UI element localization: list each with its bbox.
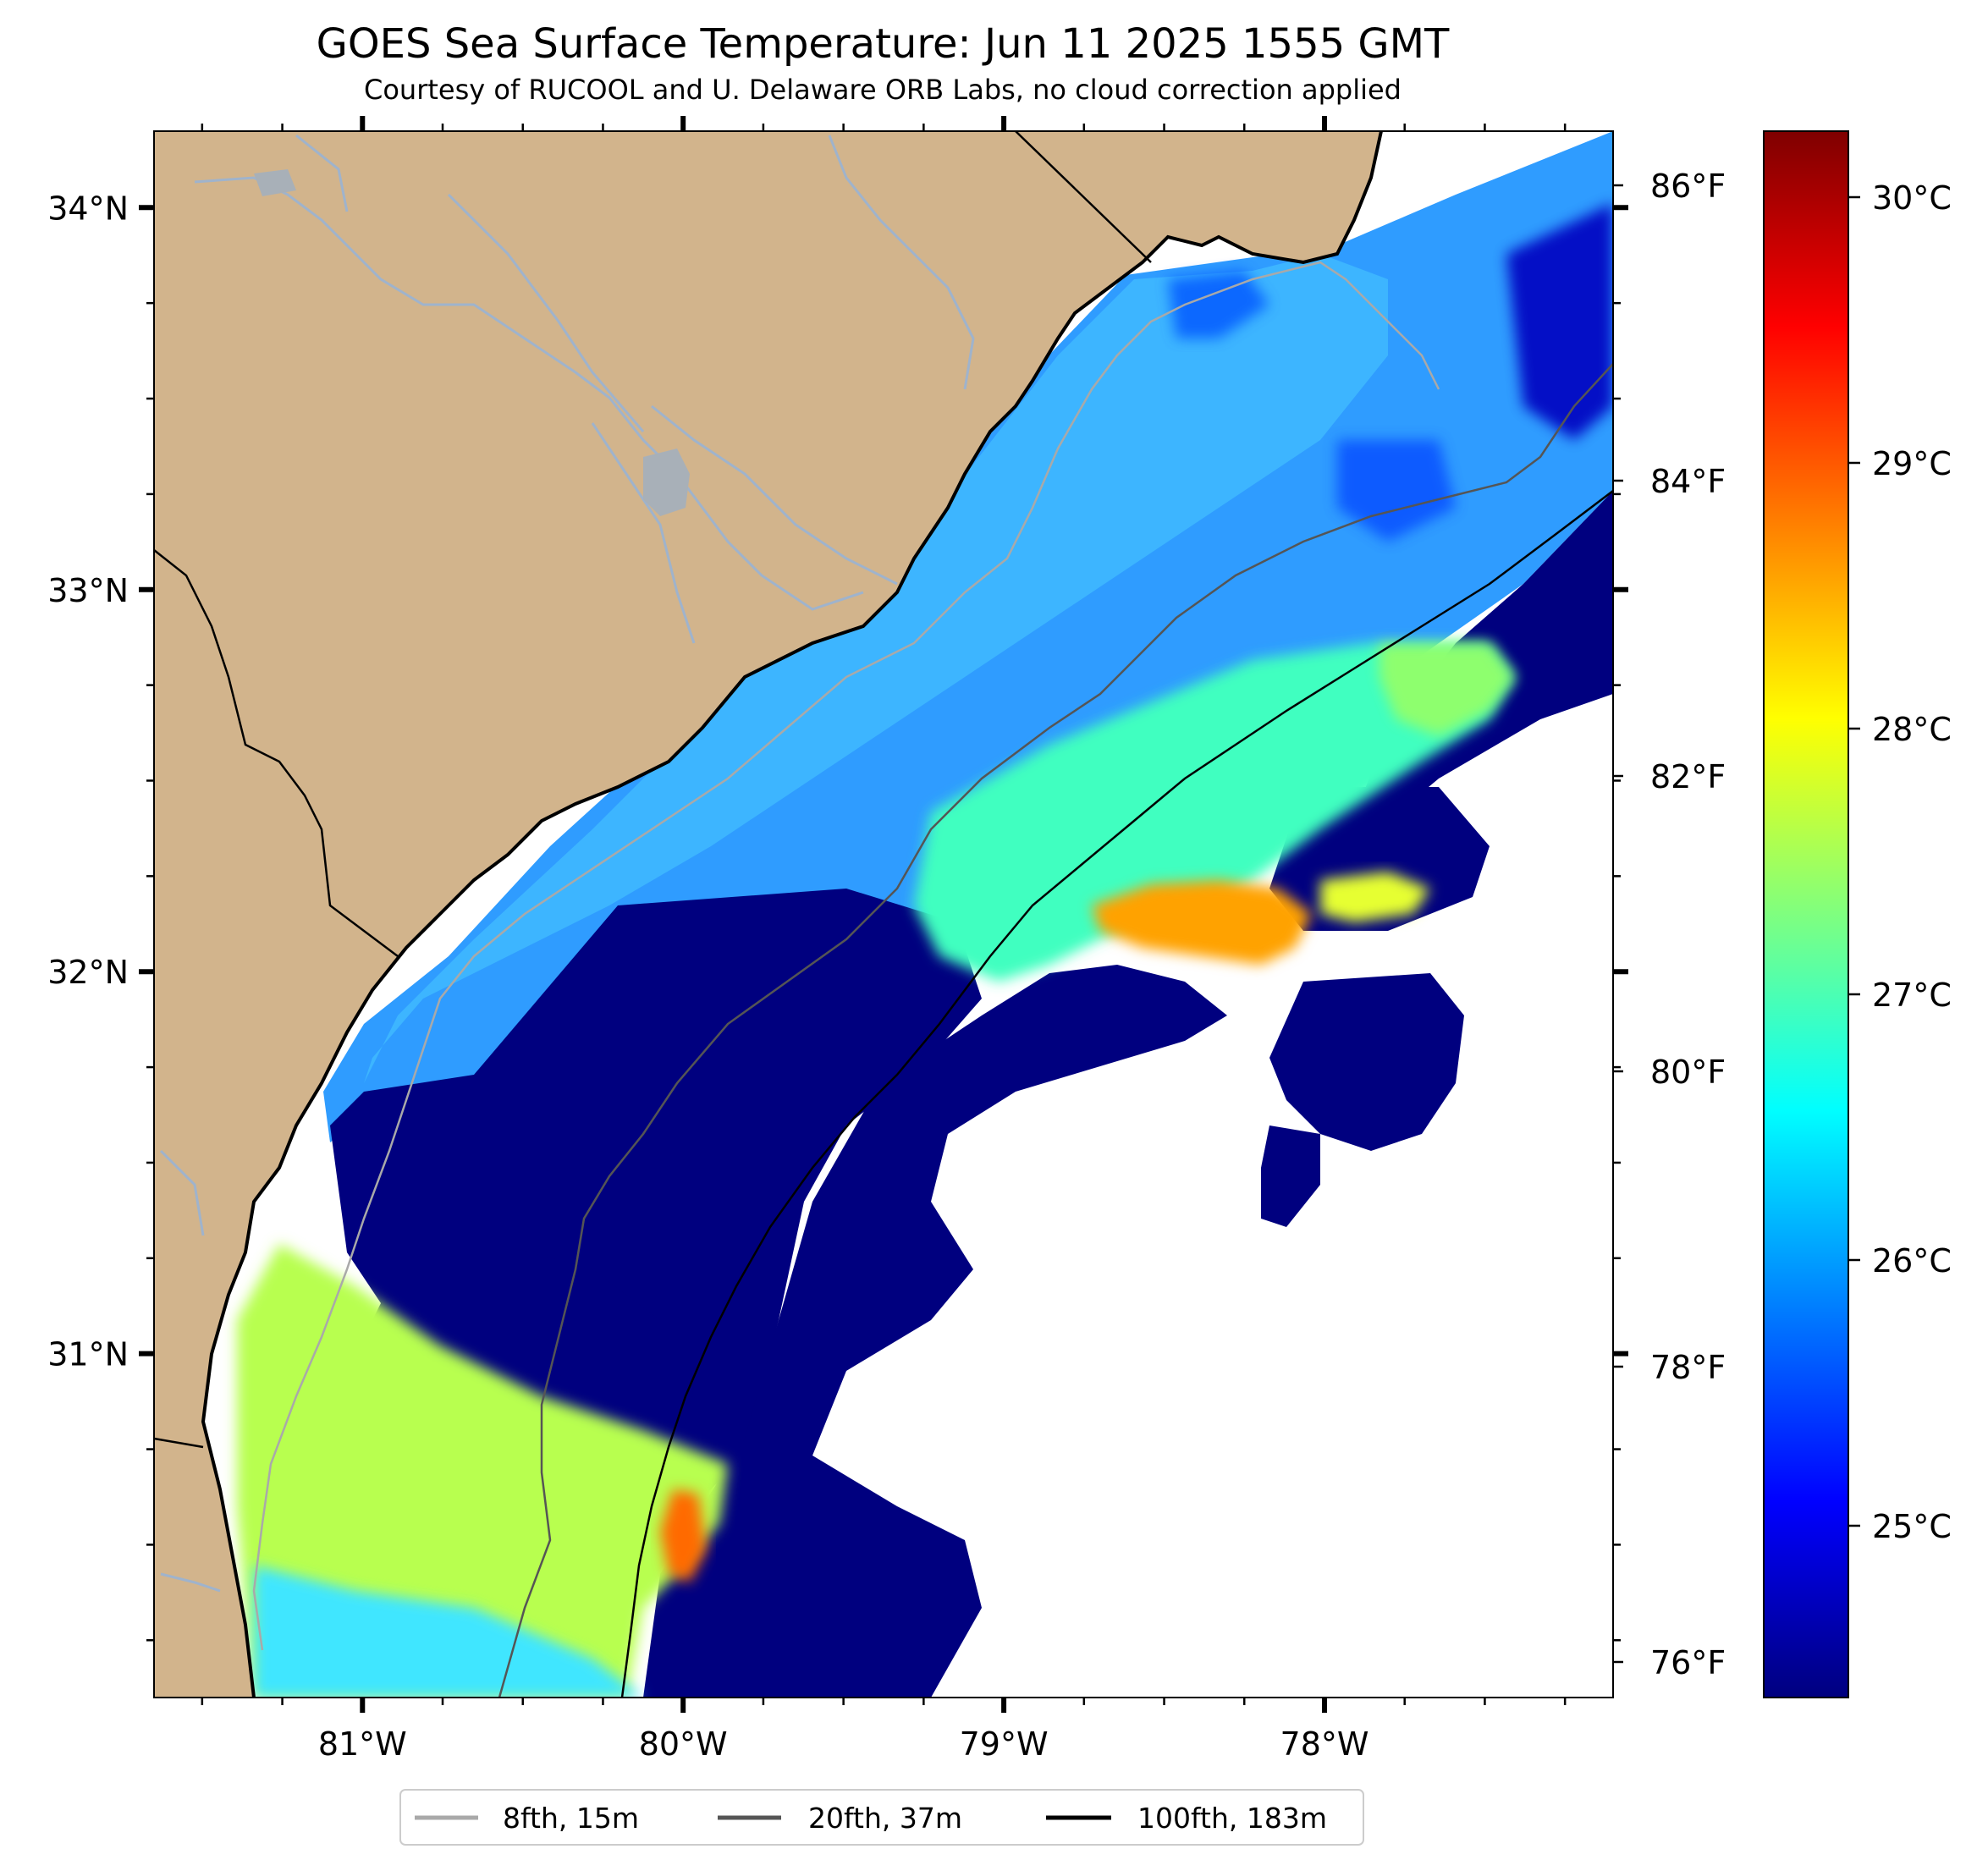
lon-label: 81°W xyxy=(318,1725,407,1763)
longitude-labels: 81°W 80°W 79°W 78°W xyxy=(318,1725,1369,1763)
colorbar-label: 29°C xyxy=(1872,445,1952,482)
fahrenheit-label: 86°F xyxy=(1650,168,1726,205)
lon-label: 79°W xyxy=(960,1725,1049,1763)
fahrenheit-label: 82°F xyxy=(1650,758,1726,795)
rivers xyxy=(159,134,975,1593)
contour-legend: 8fth, 15m 20fth, 37m 100fth, 183m xyxy=(399,1789,1364,1846)
sst-north-blue-2 xyxy=(1337,440,1456,542)
map-ticks xyxy=(139,116,1628,1713)
fahrenheit-label: 78°F xyxy=(1650,1349,1726,1386)
fahrenheit-label: 76°F xyxy=(1650,1644,1726,1681)
legend-label-100fth: 100fth, 183m xyxy=(1137,1802,1327,1835)
sst-south-hot xyxy=(660,1489,707,1582)
map-panel xyxy=(154,131,1613,1698)
coastline xyxy=(201,131,1383,1698)
contour-20fth xyxy=(498,363,1613,1698)
state-borders xyxy=(154,131,1152,1449)
land-mass xyxy=(154,131,1381,1698)
sst-cold-southeast xyxy=(643,965,1227,1698)
sst-warm-filament xyxy=(914,643,1515,982)
colorbar-ticks: 30°C 29°C 28°C 27°C 26°C 25°C xyxy=(1848,179,1952,1545)
sst-warm-core xyxy=(1092,880,1312,965)
sst-south-cyan xyxy=(254,1566,643,1698)
colorbar-label: 28°C xyxy=(1872,711,1952,748)
sst-cold-patch-2 xyxy=(1261,1125,1320,1227)
fahrenheit-label: 84°F xyxy=(1650,463,1726,500)
sst-north-dark xyxy=(1506,203,1613,440)
lat-label: 33°N xyxy=(47,572,129,609)
map-frame xyxy=(153,130,1614,1698)
legend-label-8fth: 8fth, 15m xyxy=(503,1802,639,1835)
lake xyxy=(643,448,690,516)
colorbar-label: 30°C xyxy=(1872,179,1952,217)
latitude-labels: 34°N 33°N 32°N 31°N xyxy=(47,190,129,1373)
legend-label-20fth: 20fth, 37m xyxy=(808,1802,962,1835)
sst-warm-yellow xyxy=(1320,872,1430,922)
lon-label: 78°W xyxy=(1280,1725,1369,1763)
fahrenheit-label: 80°F xyxy=(1650,1054,1726,1091)
lat-label: 32°N xyxy=(47,954,129,991)
colorbar-label: 26°C xyxy=(1872,1242,1952,1279)
sst-cold-patch xyxy=(1269,973,1464,1151)
colorbar-label: 25°C xyxy=(1872,1508,1952,1545)
lon-label: 80°W xyxy=(639,1725,728,1763)
sst-north-blue xyxy=(1168,271,1269,338)
fahrenheit-labels: 86°F 84°F 82°F 80°F 78°F 76°F xyxy=(1613,168,1726,1681)
sst-warm-green xyxy=(1379,643,1515,736)
colorbar-label: 27°C xyxy=(1872,977,1952,1014)
lat-label: 34°N xyxy=(47,190,129,227)
sst-nearshore xyxy=(364,254,1388,1083)
legend-box xyxy=(399,1789,1364,1846)
colorbar: 30°C 29°C 28°C 27°C 26°C 25°C xyxy=(1763,130,1952,1698)
contour-8fth xyxy=(252,261,1440,1651)
sst-south-warm xyxy=(237,1244,728,1698)
contour-100fth xyxy=(620,490,1613,1698)
lake-2 xyxy=(254,169,296,196)
sst-field xyxy=(237,131,1613,1698)
colorbar-gradient xyxy=(1763,130,1849,1698)
map-subtitle: Courtesy of RUCOOL and U. Delaware ORB L… xyxy=(364,74,1402,106)
lat-label: 31°N xyxy=(47,1336,129,1373)
map-title: GOES Sea Surface Temperature: Jun 11 202… xyxy=(317,20,1450,68)
